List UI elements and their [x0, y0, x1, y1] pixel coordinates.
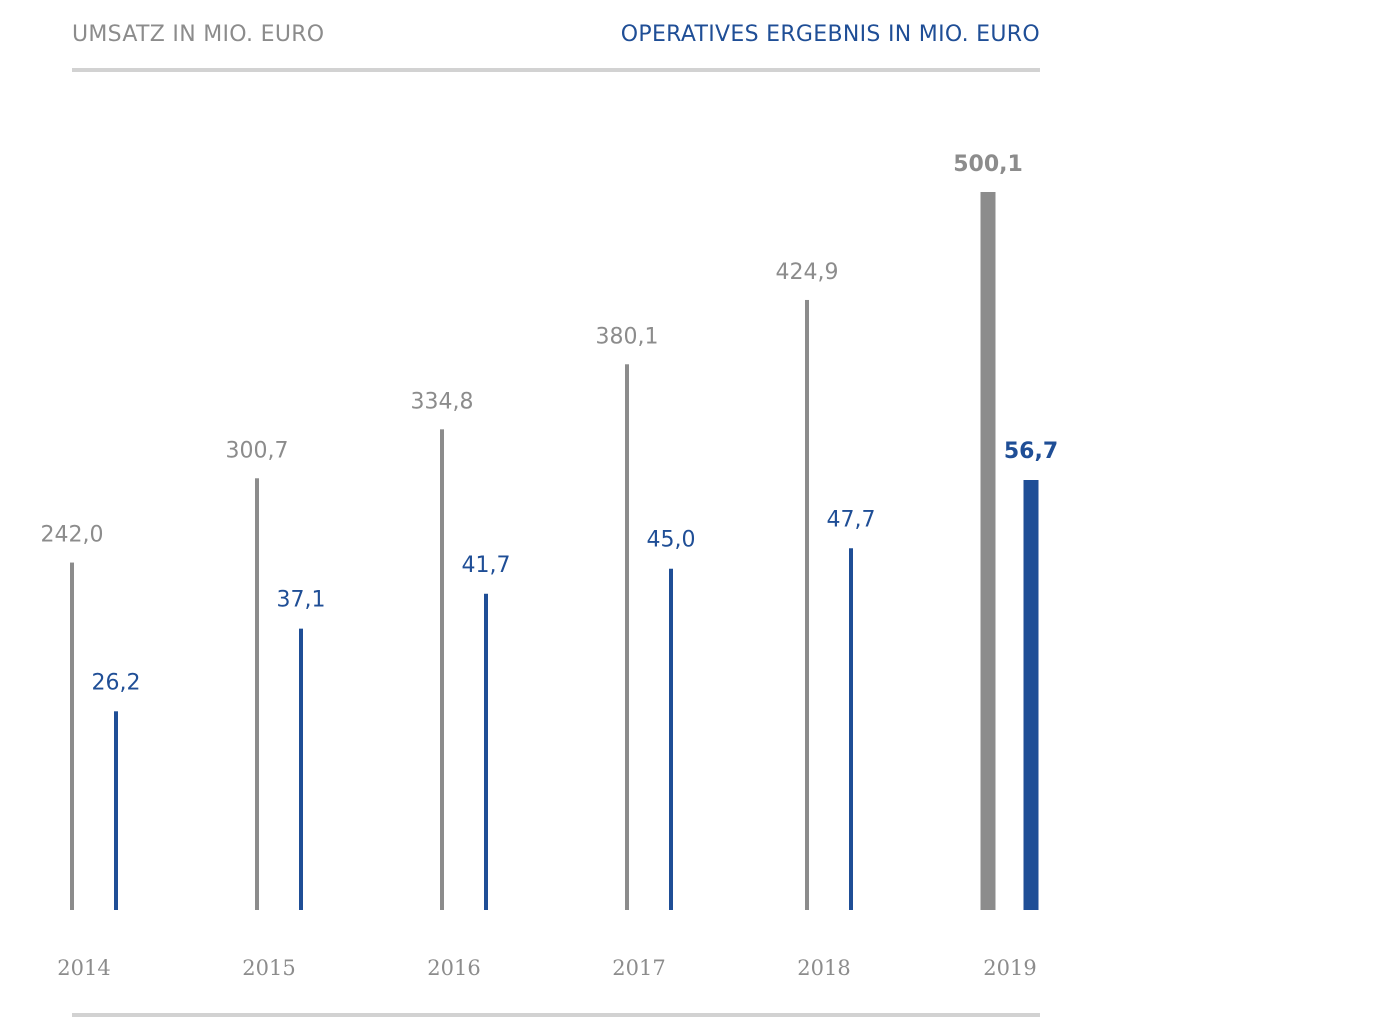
revenue-label-2015: 300,7: [226, 438, 289, 463]
operating-result-bar-2016: [484, 593, 488, 910]
top-divider: [72, 68, 1040, 72]
revenue-bar-2016: [440, 429, 444, 910]
operating-result-bar-2015: [299, 628, 303, 910]
year-label-2016: 2016: [427, 956, 480, 980]
revenue-bar-2014: [70, 562, 74, 910]
revenue-label-2019: 500,1: [953, 152, 1023, 177]
year-label-2018: 2018: [797, 956, 850, 980]
operating-result-label-2017: 45,0: [647, 528, 696, 553]
revenue-label-2017: 380,1: [596, 324, 659, 349]
revenue-label-2018: 424,9: [776, 260, 839, 285]
revenue-bar-2017: [625, 364, 629, 911]
operating-result-label-2014: 26,2: [92, 670, 141, 695]
operating-result-label-2018: 47,7: [827, 507, 876, 532]
operating-result-legend-title: OPERATIVES ERGEBNIS IN MIO. EURO: [620, 22, 1040, 47]
year-label-2015: 2015: [242, 956, 295, 980]
operating-result-bar-2014: [114, 711, 118, 910]
operating-result-label-2016: 41,7: [462, 553, 511, 578]
bottom-divider: [72, 1013, 1040, 1017]
operating-result-bar-2018: [849, 548, 853, 910]
operating-result-bar-2017: [669, 568, 673, 910]
operating-result-label-2015: 37,1: [277, 588, 326, 613]
revenue-legend-title: UMSATZ IN MIO. EURO: [72, 22, 325, 47]
year-label-2017: 2017: [612, 956, 665, 980]
revenue-bar-2018: [805, 299, 809, 911]
revenue-label-2016: 334,8: [411, 389, 474, 414]
operating-result-bar-2019: [1023, 480, 1039, 910]
year-label-2014: 2014: [57, 956, 110, 980]
revenue-label-2014: 242,0: [41, 523, 104, 548]
revenue-bar-2019: [980, 192, 996, 910]
operating-result-label-2019: 56,7: [1004, 439, 1058, 464]
revenue-bar-2015: [255, 478, 259, 910]
year-label-2019: 2019: [983, 956, 1036, 980]
